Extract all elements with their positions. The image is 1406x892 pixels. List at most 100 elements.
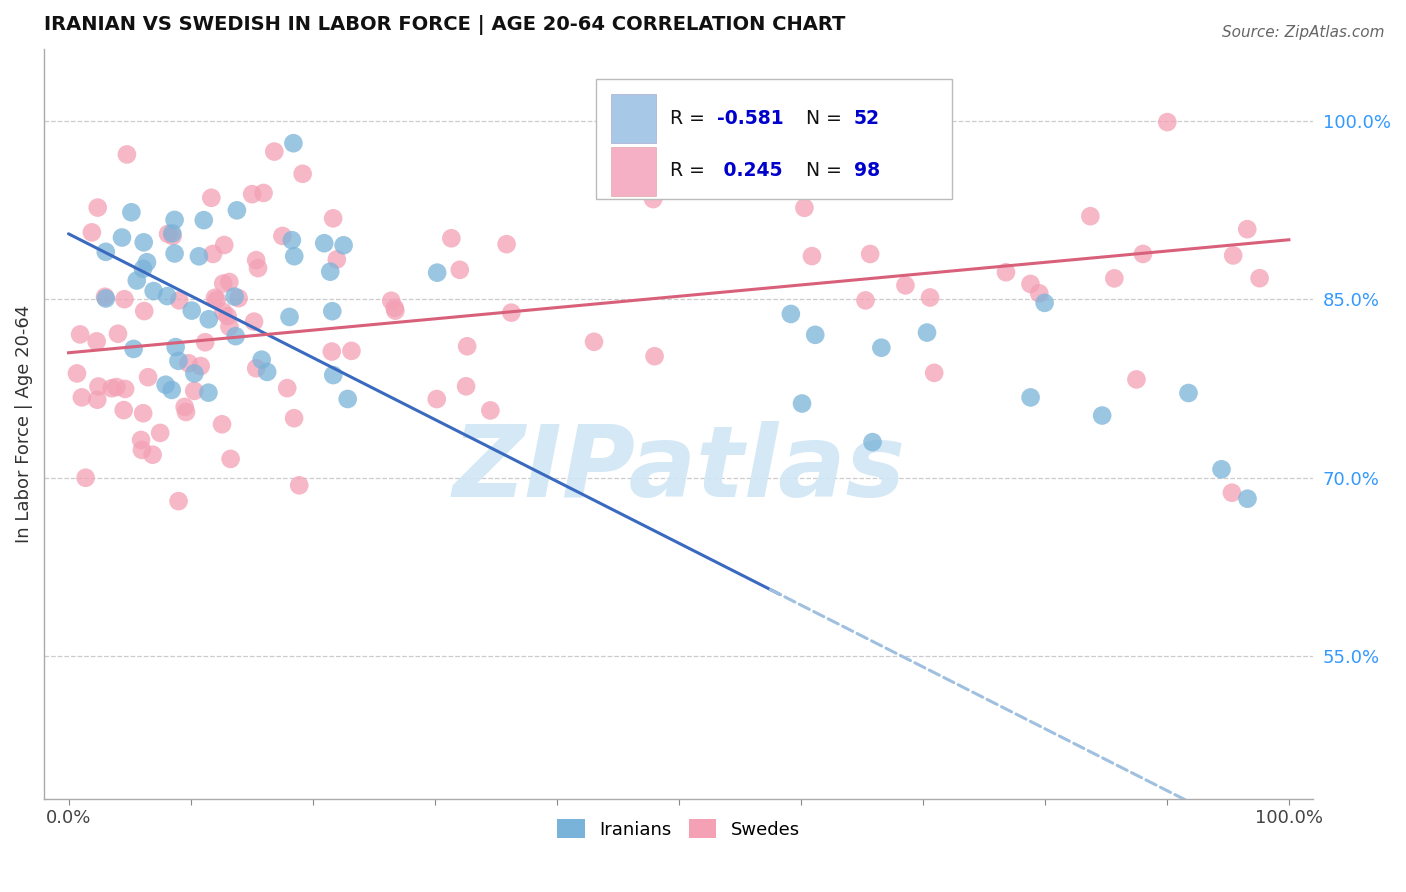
Point <box>162 229 184 244</box>
Point <box>426 392 449 406</box>
Point <box>256 365 278 379</box>
Point <box>319 265 342 279</box>
Point <box>100 381 122 395</box>
Point <box>163 213 186 227</box>
Point <box>855 293 877 308</box>
Point <box>283 411 305 425</box>
Point <box>291 167 314 181</box>
Point <box>252 186 274 200</box>
Point <box>281 233 304 247</box>
Point <box>326 252 349 267</box>
Point <box>111 230 134 244</box>
Point <box>114 382 136 396</box>
Point <box>86 201 108 215</box>
Point <box>134 304 156 318</box>
Point <box>193 213 215 227</box>
Point <box>779 307 801 321</box>
Point <box>225 329 247 343</box>
Point <box>115 147 138 161</box>
Point <box>800 249 823 263</box>
Point <box>225 203 247 218</box>
Point <box>340 343 363 358</box>
Point <box>174 405 197 419</box>
Point <box>1220 485 1243 500</box>
Point <box>870 341 893 355</box>
Point <box>197 385 219 400</box>
Text: IRANIAN VS SWEDISH IN LABOR FORCE | AGE 20-64 CORRELATION CHART: IRANIAN VS SWEDISH IN LABOR FORCE | AGE … <box>44 15 845 35</box>
Point <box>212 277 235 291</box>
Point <box>86 392 108 407</box>
Point <box>426 266 449 280</box>
Point <box>582 334 605 349</box>
Point <box>183 384 205 398</box>
Point <box>1125 372 1147 386</box>
Point <box>862 435 884 450</box>
Point <box>212 238 235 252</box>
Point <box>1177 386 1199 401</box>
Point <box>80 225 103 239</box>
Point <box>107 326 129 341</box>
Legend: Iranians, Swedes: Iranians, Swedes <box>550 813 807 846</box>
Point <box>136 370 159 384</box>
Text: -0.581: -0.581 <box>717 109 783 128</box>
Point <box>204 291 226 305</box>
FancyBboxPatch shape <box>612 95 655 143</box>
Point <box>167 354 190 368</box>
Point <box>94 292 117 306</box>
Point <box>501 306 523 320</box>
Point <box>112 403 135 417</box>
Point <box>105 380 128 394</box>
Point <box>1078 209 1101 223</box>
Point <box>66 367 89 381</box>
Point <box>1236 491 1258 506</box>
Point <box>194 335 217 350</box>
Point <box>322 211 344 226</box>
Point <box>70 390 93 404</box>
Point <box>1091 409 1114 423</box>
Point <box>790 396 813 410</box>
Point <box>1236 222 1258 236</box>
Point <box>217 309 239 323</box>
Point <box>336 392 359 406</box>
Point <box>283 136 305 151</box>
Point <box>278 310 301 324</box>
Point <box>250 352 273 367</box>
Point <box>219 451 242 466</box>
Point <box>205 293 228 307</box>
Point <box>156 289 179 303</box>
Point <box>321 344 343 359</box>
Point <box>288 478 311 492</box>
Point <box>804 327 827 342</box>
Point <box>894 278 917 293</box>
Point <box>271 229 294 244</box>
Point <box>165 340 187 354</box>
Point <box>1019 391 1042 405</box>
Point <box>322 368 344 382</box>
Point <box>86 334 108 349</box>
Text: N =: N = <box>806 161 848 180</box>
Point <box>157 227 180 241</box>
Point <box>321 304 343 318</box>
Point <box>87 379 110 393</box>
Point <box>495 237 517 252</box>
Point <box>160 383 183 397</box>
Point <box>228 291 250 305</box>
Point <box>218 275 240 289</box>
Point <box>384 303 406 318</box>
FancyBboxPatch shape <box>596 79 952 199</box>
Point <box>1211 462 1233 476</box>
Point <box>793 201 815 215</box>
FancyBboxPatch shape <box>612 147 655 195</box>
Point <box>1028 286 1050 301</box>
Point <box>1156 115 1178 129</box>
Point <box>332 238 354 252</box>
Point <box>440 231 463 245</box>
Point <box>456 339 478 353</box>
Text: R =: R = <box>669 109 710 128</box>
Point <box>643 192 665 206</box>
Point <box>125 273 148 287</box>
Point <box>132 261 155 276</box>
Text: 52: 52 <box>853 109 880 128</box>
Point <box>187 249 209 263</box>
Point <box>1104 271 1126 285</box>
